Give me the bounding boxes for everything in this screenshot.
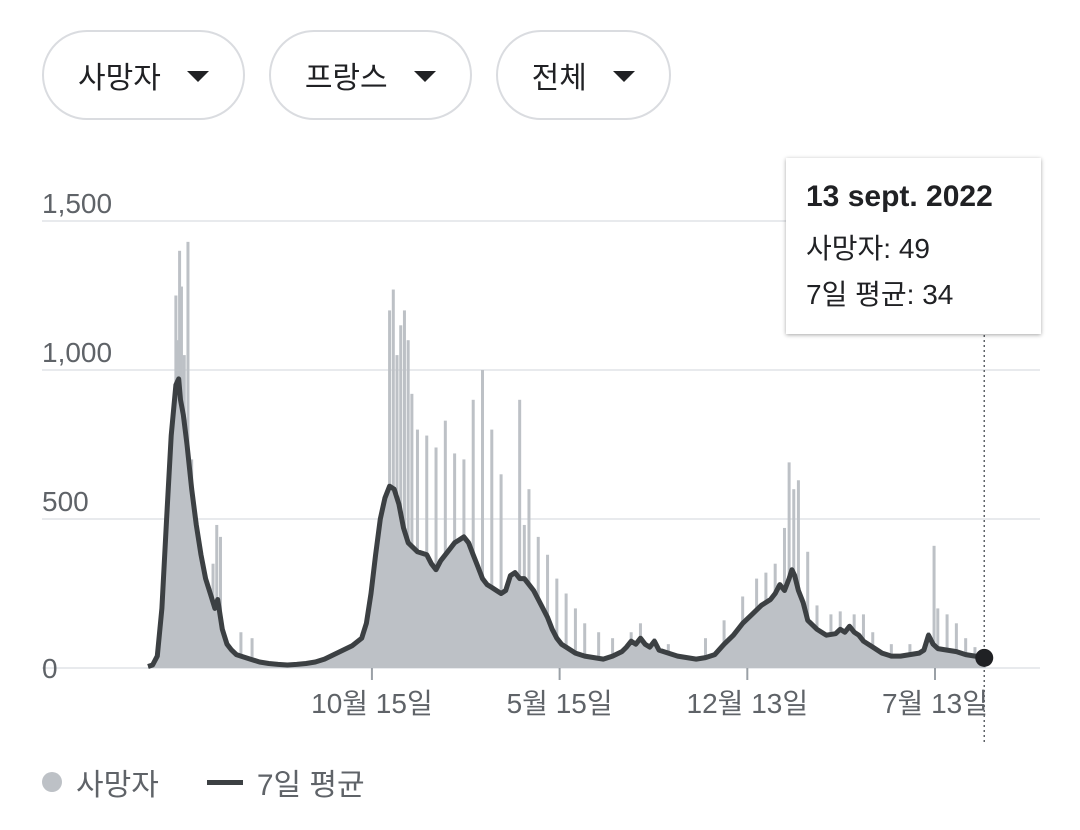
x-tick-label: 10월 15일 xyxy=(311,688,433,719)
caret-down-icon xyxy=(413,70,436,82)
daily-bar xyxy=(215,524,219,668)
area-layer xyxy=(147,376,985,669)
tooltip-deaths-label: 사망자 xyxy=(806,233,884,264)
hover-point xyxy=(975,648,994,667)
daily-bar xyxy=(945,614,949,668)
period-dropdown-label: 전체 xyxy=(531,62,587,95)
tooltip-date: 13 sept. 2022 xyxy=(806,180,993,213)
deaths-chart[interactable]: 0 500 1,000 1,500 10월 15일 5월 15일 12월 13일 7월 13… xyxy=(0,150,1080,750)
dot-icon xyxy=(42,772,62,792)
metric-dropdown-label: 사망자 xyxy=(78,62,161,95)
x-tick-label: 5월 15일 xyxy=(507,688,613,719)
daily-bar xyxy=(932,545,936,668)
legend-avg-label: 7일 평균 xyxy=(256,769,365,802)
daily-bar xyxy=(391,289,395,668)
daily-bar xyxy=(471,399,475,668)
daily-bar xyxy=(564,593,568,668)
metric-dropdown[interactable]: 사망자 xyxy=(42,30,245,120)
tooltip-deaths-row: 사망자: 49 xyxy=(806,233,930,264)
x-tick-label: 7월 13일 xyxy=(882,688,988,719)
y-tick-label: 1,500 xyxy=(42,188,112,219)
daily-bar xyxy=(425,435,429,668)
daily-bar xyxy=(704,638,707,668)
daily-bar xyxy=(402,310,406,668)
daily-bar xyxy=(410,393,414,668)
daily-bar xyxy=(597,632,601,668)
daily-bar xyxy=(936,608,940,668)
y-tick-label: 1,000 xyxy=(42,337,112,368)
legend-item-deaths[interactable]: 사망자 xyxy=(42,760,159,804)
legend-item-avg[interactable]: 7일 평균 xyxy=(206,760,365,804)
country-dropdown[interactable]: 프랑스 xyxy=(268,30,472,120)
caret-down-icon xyxy=(612,70,635,82)
tooltip-avg-label: 7일 평균 xyxy=(806,279,907,310)
daily-bar xyxy=(573,608,577,668)
daily-bar xyxy=(954,623,958,668)
daily-bar xyxy=(806,551,810,668)
x-tick-label: 12월 13일 xyxy=(687,688,809,719)
cursor-layer xyxy=(975,160,994,745)
daily-bar xyxy=(250,638,254,668)
daily-bar xyxy=(611,638,615,668)
data-tooltip: 13 sept. 2022 사망자: 49 7일 평균: 34 xyxy=(786,158,1041,334)
daily-bar xyxy=(555,578,559,668)
daily-bar xyxy=(239,632,243,668)
period-dropdown[interactable]: 전체 xyxy=(495,30,671,120)
daily-bar xyxy=(481,370,484,668)
tooltip-avg-value: 34 xyxy=(922,279,954,310)
daily-bar xyxy=(434,447,438,668)
y-tick-label: 500 xyxy=(42,486,89,517)
y-tick-label: 0 xyxy=(42,653,58,684)
daily-bar xyxy=(518,399,522,668)
caret-down-icon xyxy=(186,70,209,82)
legend-deaths-label: 사망자 xyxy=(76,769,159,802)
daily-bar xyxy=(399,325,403,668)
grid-layer: 0 500 1,000 1,500 xyxy=(42,188,1040,684)
daily-bar xyxy=(527,489,531,668)
average-line xyxy=(147,376,985,669)
line-icon xyxy=(206,779,243,785)
daily-bar xyxy=(499,474,503,668)
daily-bar xyxy=(406,340,410,668)
daily-bar xyxy=(796,480,800,668)
daily-bar xyxy=(490,429,494,668)
daily-bar xyxy=(443,420,447,668)
daily-bar xyxy=(787,462,791,668)
filter-bar: 사망자 프랑스 전체 xyxy=(42,30,671,120)
chart-legend: 사망자 7일 평균 xyxy=(42,760,413,804)
country-dropdown-label: 프랑스 xyxy=(304,62,388,95)
tooltip-avg-row: 7일 평균: 34 xyxy=(806,279,954,310)
axis-layer: 10월 15일 5월 15일 12월 13일 7월 13일 xyxy=(311,668,988,719)
daily-bar xyxy=(546,554,550,668)
tooltip-deaths-value: 49 xyxy=(898,233,930,264)
daily-bar xyxy=(583,623,587,668)
